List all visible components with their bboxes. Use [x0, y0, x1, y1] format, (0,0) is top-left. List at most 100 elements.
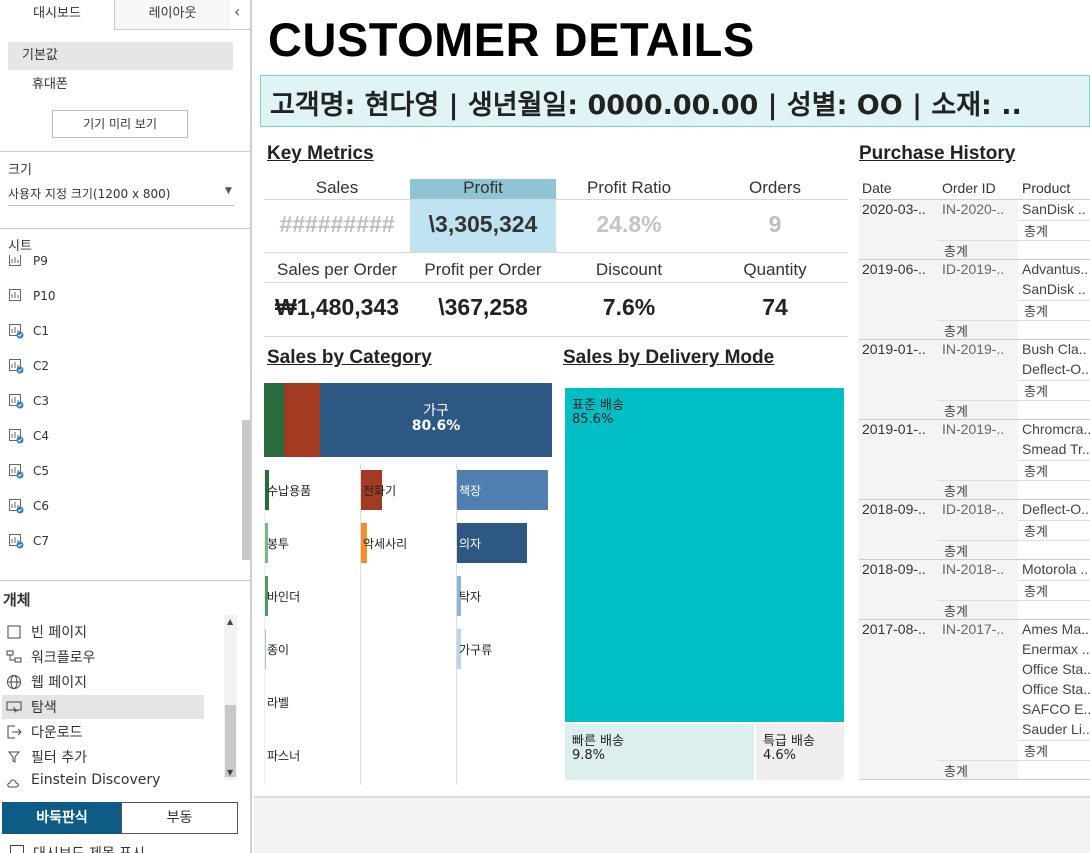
treemap-cell: 특급 배송 4.6% — [756, 724, 844, 780]
dropdown-arrow: ▼ — [225, 186, 232, 196]
scroll-arrow: ▲ — [227, 617, 234, 626]
tab-bar — [0, 29, 250, 30]
sheet-icon — [8, 533, 24, 549]
scrollbar-thumb — [225, 705, 236, 777]
collapse-button[interactable]: ‹ — [234, 2, 241, 21]
product-cell: SanDisk .. — [1022, 201, 1086, 217]
row-line — [859, 419, 1090, 420]
sheet-icon — [8, 358, 24, 374]
object-item[interactable]: 웹 페이지 — [31, 675, 87, 691]
order-group — [859, 500, 1018, 560]
customer-banner — [260, 75, 1090, 127]
row-line — [1018, 580, 1090, 581]
subtotal-cell: 총계 — [1024, 305, 1048, 320]
order-cell: 2020-03-.. — [862, 201, 926, 217]
subcategory-bar — [265, 629, 266, 669]
order-group — [859, 420, 1018, 500]
subtotal-cell: 총계 — [1024, 585, 1048, 600]
object-icon — [6, 624, 22, 640]
subcategory-label: 봉투 — [267, 537, 290, 551]
row-line — [859, 779, 1090, 780]
metric-label: Sales — [315, 178, 359, 197]
metric-label: Sales per Order — [277, 260, 397, 279]
sheet-icon — [8, 428, 24, 444]
metric-value: \367,258 — [438, 294, 528, 320]
subcategory-bar — [265, 523, 268, 563]
metric-value: ₩1,480,343 — [274, 294, 400, 320]
row-line — [1018, 300, 1090, 301]
sheet-item[interactable]: C7 — [33, 534, 50, 548]
order-group — [859, 560, 1018, 620]
object-icon — [6, 724, 22, 740]
object-item[interactable]: Einstein Discovery — [31, 772, 161, 788]
separator — [264, 336, 848, 337]
metric-label: Profit per Order — [424, 260, 542, 279]
sheet-item[interactable]: C6 — [33, 499, 50, 513]
object-item[interactable]: 워크플로우 — [31, 650, 96, 666]
object-item[interactable]: 탐색 — [31, 700, 57, 716]
column-divider — [456, 463, 457, 785]
sheet-item[interactable]: P10 — [33, 289, 56, 303]
subtotal-cell: 총계 — [944, 485, 968, 500]
purchase-table: 2020-03-.. IN-2020-.. SanDisk .. 총계 총계 2019-0… — [859, 200, 1090, 785]
column-header: Order ID — [942, 180, 996, 196]
object-item[interactable]: 다운로드 — [31, 725, 83, 741]
sheet-icon — [8, 255, 24, 269]
separator — [859, 199, 1090, 200]
row-line — [1018, 520, 1090, 521]
treemap-label: 빠른 배송 — [572, 734, 624, 749]
subcategory-label: 가구류 — [459, 643, 493, 657]
sheet-item[interactable]: C3 — [33, 394, 50, 408]
subcategory-label: 탁자 — [459, 590, 482, 604]
order-group — [859, 620, 1018, 780]
toggle-button[interactable]: 부동 — [121, 802, 238, 834]
size-dropdown[interactable]: 사용자 지정 크기(1200 x 800) — [8, 185, 234, 206]
sheet-item[interactable]: C4 — [33, 429, 50, 443]
row-line — [938, 600, 1090, 601]
device-item[interactable]: 휴대폰 — [32, 77, 68, 92]
metric-highlight — [410, 200, 556, 252]
product-cell: Sauder Li.. — [1022, 721, 1090, 737]
order-cell: 2019-06-.. — [862, 261, 926, 277]
subcategory-bar — [265, 470, 269, 510]
metric-label: Profit — [463, 178, 503, 197]
product-cell: Chromcra.. — [1022, 421, 1090, 437]
metric-value: 9 — [768, 211, 782, 237]
tab[interactable]: 대시보드 — [0, 0, 115, 30]
subcategory-label: 책장 — [459, 484, 482, 498]
subtotal-cell: 총계 — [944, 605, 968, 620]
product-cell: SanDisk .. — [1022, 281, 1086, 297]
sheet-item[interactable]: C5 — [33, 464, 50, 478]
customer-info: 고객명: 현다영 | 생년월일: 0000.00.00 | 성별: OO | 소… — [270, 90, 1022, 121]
order-cell: IN-2017-.. — [942, 621, 1005, 637]
subcategory-label: 악세사리 — [363, 537, 408, 551]
checkbox[interactable] — [10, 845, 24, 853]
row-line — [859, 259, 1090, 260]
order-cell: ID-2019-.. — [942, 261, 1005, 277]
sheet-icon — [8, 463, 24, 479]
row-line — [938, 760, 1090, 761]
checkbox-label[interactable]: 대시보드 제목 표시 — [33, 843, 145, 853]
sheet-item[interactable]: P9 — [33, 255, 48, 268]
order-group — [859, 200, 1018, 260]
sheet-item[interactable]: C2 — [33, 359, 50, 373]
button[interactable]: 기기 미리 보기 — [52, 110, 188, 138]
product-cell: Enermax .. — [1022, 641, 1090, 657]
segment-value: 80.6% — [411, 418, 461, 434]
toggle-button[interactable]: 바둑판식 — [2, 802, 122, 834]
subcategory-label: 파스너 — [267, 749, 301, 763]
subtotal-cell: 총계 — [944, 245, 968, 260]
row-line — [1018, 220, 1090, 221]
sheet-item[interactable]: C1 — [33, 324, 50, 338]
object-item[interactable]: 빈 페이지 — [31, 625, 87, 641]
tab[interactable]: 레이아웃 — [115, 0, 230, 29]
category-segment — [284, 383, 320, 457]
subtotal-cell: 총계 — [1024, 465, 1048, 480]
product-cell: Smead Tr.. — [1022, 441, 1090, 457]
device-item[interactable]: 기본값 — [8, 42, 233, 70]
object-icon — [6, 699, 22, 715]
order-cell: 2018-09-.. — [862, 501, 926, 517]
subcategory-bar — [361, 470, 382, 510]
object-item[interactable]: 필터 추가 — [31, 750, 87, 766]
order-cell: 2017-08-.. — [862, 621, 926, 637]
